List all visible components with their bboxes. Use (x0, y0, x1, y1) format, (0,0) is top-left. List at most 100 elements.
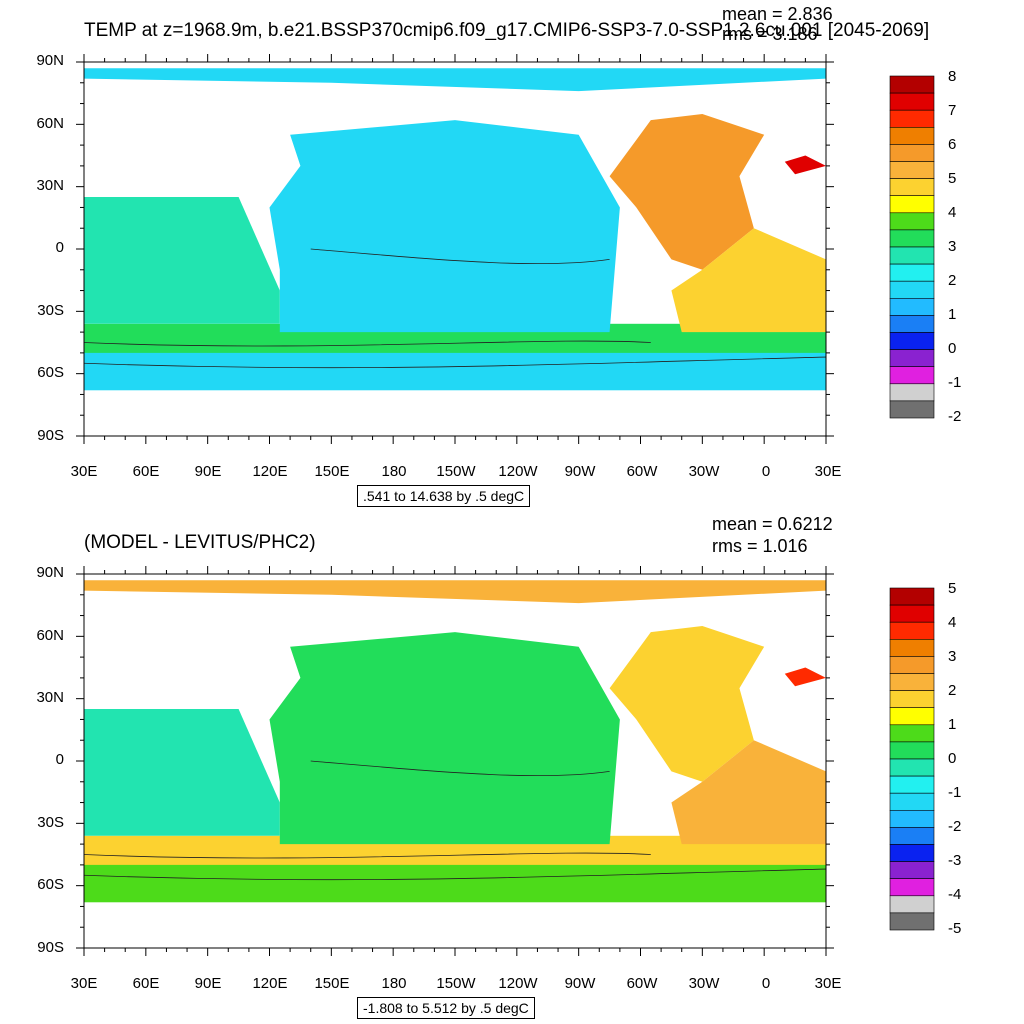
colorbar-swatch (889, 809, 935, 828)
lat-label: 30S (37, 814, 64, 831)
pacific-ocean-region (269, 120, 620, 333)
lon-label: 60W (626, 975, 658, 992)
lon-label: 120W (498, 975, 538, 992)
contour-line (83, 852, 651, 859)
mean-stat: mean = 2.836 (722, 4, 833, 24)
indian-ocean-region (84, 197, 280, 324)
rms-stat: rms = 1.016 (712, 536, 808, 556)
mean-stat: mean = 0.6212 (712, 514, 833, 534)
colorbar-swatch (889, 263, 935, 282)
bottom-map-panel: (MODEL - LEVITUS/PHC2) mean = 0.6212 rms… (0, 512, 1024, 1024)
lat-label: 60S (37, 364, 64, 381)
colorbar-swatch (889, 587, 935, 606)
lat-label: 0 (55, 751, 64, 768)
contour-info: -1.808 to 5.512 by .5 degC (357, 997, 535, 1019)
colorbar-label: 2 (948, 272, 957, 289)
colorbar-label: -2 (948, 818, 962, 835)
colorbar-label: -3 (948, 852, 962, 869)
colorbar-swatch (889, 707, 935, 726)
colorbar-label: 8 (948, 68, 957, 85)
colorbar-swatch (889, 656, 935, 674)
lon-label: 150W (436, 975, 476, 992)
lon-label: 90E (194, 463, 222, 480)
colorbar-label: 1 (948, 306, 957, 323)
arctic-ocean-region (84, 68, 826, 92)
colorbar-swatch (889, 178, 935, 197)
lat-label: 90N (36, 52, 64, 69)
lon-label: 90W (564, 463, 596, 480)
colorbar-label: 4 (948, 204, 957, 221)
contour-line (310, 248, 610, 265)
colorbar-swatch (889, 161, 935, 179)
top-map-panel: TEMP at z=1968.9m, b.e21.BSSP370cmip6.f0… (36, 4, 962, 507)
colorbar-swatch (889, 827, 935, 845)
colorbar-label: 6 (948, 136, 957, 153)
colorbar-label: -2 (948, 408, 962, 425)
colorbar-label: 7 (948, 102, 957, 119)
mediterranean-region (784, 667, 826, 687)
lon-label: 30E (70, 463, 98, 480)
colorbar-swatch (889, 758, 935, 777)
colorbar-swatch (889, 280, 935, 299)
lat-label: 60S (37, 876, 64, 893)
lon-label: 90W (564, 975, 596, 992)
north-atlantic-region (609, 625, 765, 782)
colorbar-swatch (889, 246, 935, 265)
colorbar-swatch (889, 383, 935, 402)
lat-label: 30N (36, 177, 64, 194)
colorbar-swatch (889, 673, 935, 691)
map-title: TEMP at z=1968.9m, b.e21.BSSP370cmip6.f0… (84, 20, 930, 41)
contour-line (83, 356, 827, 369)
colorbar-label: 2 (948, 682, 957, 699)
colorbar-label: 3 (948, 648, 957, 665)
lon-label: 90E (194, 975, 222, 992)
colorbar-label: 3 (948, 238, 957, 255)
lon-label: 180 (381, 975, 407, 992)
colorbar-swatch (889, 315, 935, 333)
rms-stat: rms = 3.186 (722, 24, 818, 44)
lon-label: 60E (132, 463, 160, 480)
indian-ocean-region (84, 709, 280, 836)
colorbar-swatch (889, 195, 935, 214)
colorbar-swatch (889, 878, 935, 897)
south-atlantic-region (671, 740, 826, 845)
colorbar-swatch (889, 895, 935, 914)
colorbar-swatch (889, 127, 935, 145)
colorbar-swatch (889, 349, 935, 368)
colorbar-label: 0 (948, 340, 957, 357)
lon-label: 180 (381, 463, 407, 480)
colorbar-label: -1 (948, 784, 962, 801)
lon-label: 60W (626, 463, 658, 480)
colorbar-label: -4 (948, 886, 962, 903)
colorbar-label: 4 (948, 614, 957, 631)
contour-line (83, 340, 651, 347)
contour-line (83, 868, 827, 881)
lon-label: 30E (70, 975, 98, 992)
colorbar-swatch (889, 366, 935, 385)
colorbar-swatch (889, 75, 935, 94)
arctic-ocean-region (84, 580, 826, 604)
colorbar-swatch (889, 332, 935, 350)
lon-label: 150E (314, 975, 350, 992)
colorbar-swatch (889, 109, 935, 128)
colorbar-label: -5 (948, 920, 962, 937)
lon-label: 60E (132, 975, 160, 992)
lon-label: 120E (252, 463, 288, 480)
lon-label: 150E (314, 463, 350, 480)
colorbar-swatch (889, 212, 935, 231)
colorbar-swatch (889, 792, 935, 811)
colorbar-swatch (889, 724, 935, 743)
lon-label: 120W (498, 463, 538, 480)
colorbar-swatch (889, 229, 935, 248)
contour-line (310, 760, 610, 777)
lon-label: 30W (688, 975, 720, 992)
colorbar-label: 0 (948, 750, 957, 767)
map-svg (76, 54, 935, 444)
lat-label: 30S (37, 302, 64, 319)
colorbar-swatch (889, 400, 935, 419)
colorbar-swatch (889, 297, 935, 316)
colorbar-swatch (889, 144, 935, 162)
pacific-ocean-region (269, 632, 620, 845)
contour-info: .541 to 14.638 by .5 degC (357, 485, 531, 507)
lon-label: 30W (688, 463, 720, 480)
